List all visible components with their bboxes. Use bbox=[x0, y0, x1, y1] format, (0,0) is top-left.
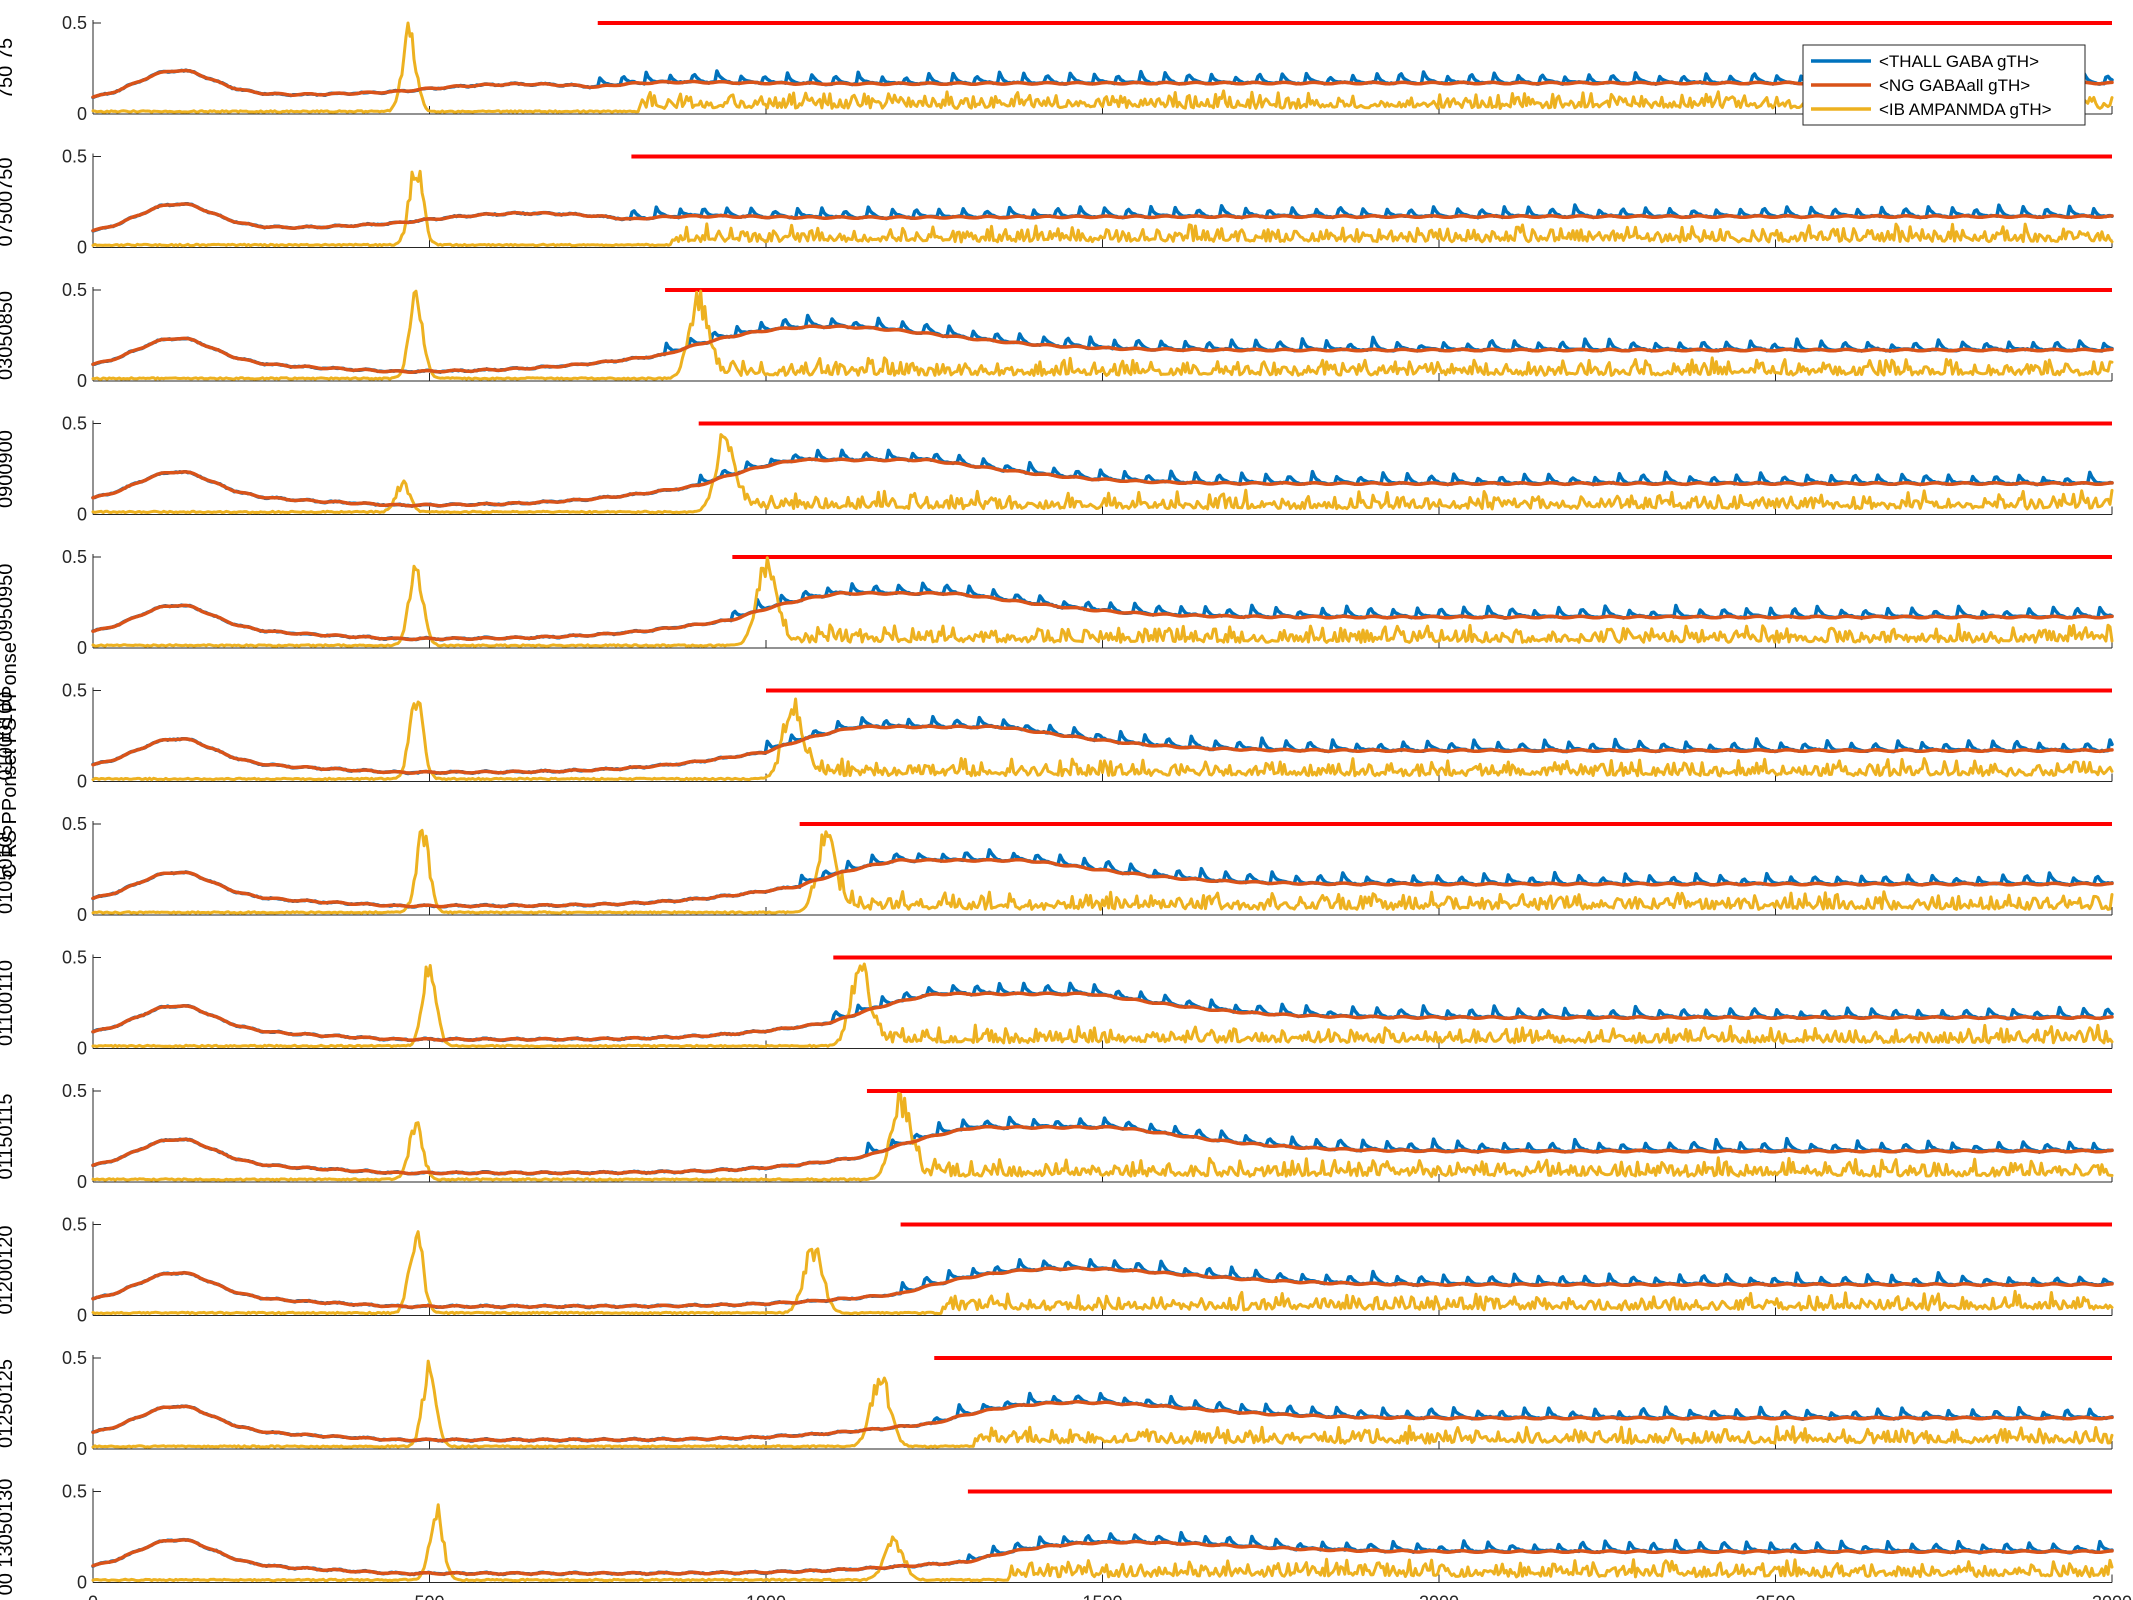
y-tick-label: 0.5 bbox=[62, 13, 87, 33]
panel-6: 0 0.5 01000100 bbox=[0, 681, 2114, 792]
x-tick-label: 500 bbox=[414, 1593, 444, 1600]
panel-ylabel: 01000100 bbox=[0, 692, 17, 781]
x-tick-label: 1000 bbox=[746, 1593, 786, 1600]
legend: <THALL GABA gTH> <NG GABAall gTH> <IB AMPA… bbox=[1802, 44, 2086, 126]
panel-11: 0 0.5 01250125 bbox=[0, 1348, 2114, 1459]
series-ib-ampanmda bbox=[91, 1091, 2114, 1182]
y-tick-label: 0.5 bbox=[62, 681, 87, 701]
series-ng-gabaall bbox=[91, 724, 2114, 775]
series-ng-gabaall bbox=[91, 857, 2114, 909]
series-ib-ampanmda bbox=[91, 433, 2114, 515]
series-ng-gabaall bbox=[91, 991, 2114, 1042]
y-tick-label: 0.5 bbox=[62, 147, 87, 167]
y-tick-label: 0 bbox=[77, 104, 87, 124]
y-tick-label: 0.5 bbox=[62, 280, 87, 300]
panel-ylabel: 0950950 bbox=[0, 564, 17, 642]
legend-box bbox=[1802, 44, 2086, 126]
series-ng-gabaall bbox=[91, 1400, 2114, 1443]
y-tick-label: 0.5 bbox=[62, 1482, 87, 1502]
y-tick-label: 0 bbox=[77, 638, 87, 658]
legend-entry: <THALL GABA gTH> bbox=[1879, 52, 2039, 71]
series-ng-gabaall bbox=[91, 1124, 2114, 1176]
panel-ylabel: 07500750 bbox=[0, 158, 17, 247]
panel-4: 0 0.5 0900900 bbox=[0, 414, 2114, 525]
panel-10: 0 0.5 01200120 bbox=[0, 1215, 2114, 1326]
panel-ylabel: 01200120 bbox=[0, 1226, 17, 1315]
series-ib-ampanmda bbox=[91, 962, 2114, 1049]
y-tick-label: 0.5 bbox=[62, 1081, 87, 1101]
y-tick-label: 0.5 bbox=[62, 547, 87, 567]
panel-ylabel: 01050105 bbox=[0, 825, 17, 914]
y-tick-label: 0 bbox=[77, 1439, 87, 1459]
series-ib-ampanmda bbox=[91, 556, 2114, 648]
panel-12: 0 0.5 00 13050130 bbox=[0, 1479, 2114, 1596]
panel-ylabel: 03050850 bbox=[0, 291, 17, 380]
series-ib-ampanmda bbox=[91, 1230, 2114, 1316]
panel-ylabel: 01150115 bbox=[0, 1093, 17, 1179]
y-tick-label: 0 bbox=[77, 238, 87, 258]
figure-ylabel: C RS PPonset FS PPonse bbox=[0, 642, 21, 878]
series-thall-gaba bbox=[91, 848, 2114, 909]
panel-ylabel: 00 13050130 bbox=[0, 1479, 17, 1596]
series-ng-gabaall bbox=[91, 590, 2114, 642]
y-tick-label: 0.5 bbox=[62, 1348, 87, 1368]
y-tick-label: 0 bbox=[77, 1306, 87, 1326]
panel-5: 0 0.5 0950950 bbox=[0, 547, 2114, 658]
series-thall-gaba bbox=[91, 313, 2114, 375]
y-tick-label: 0 bbox=[77, 1039, 87, 1059]
y-tick-label: 0 bbox=[77, 505, 87, 525]
legend-entry: <IB AMPANMDA gTH> bbox=[1879, 100, 2052, 119]
series-ib-ampanmda bbox=[91, 697, 2114, 782]
series-ib-ampanmda bbox=[91, 1503, 2114, 1583]
x-tick-label: 0 bbox=[88, 1593, 98, 1600]
series-ng-gabaall bbox=[91, 202, 2114, 233]
y-tick-label: 0 bbox=[77, 772, 87, 792]
series-ng-gabaall bbox=[91, 324, 2114, 374]
y-tick-label: 0.5 bbox=[62, 948, 87, 968]
legend-entry: <NG GABAall gTH> bbox=[1879, 76, 2030, 95]
series-ib-ampanmda bbox=[91, 1359, 2114, 1449]
panel-ylabel: 750 75 bbox=[0, 38, 17, 99]
series-ng-gabaall bbox=[91, 1538, 2114, 1576]
panel-ylabel: 01100110 bbox=[0, 960, 17, 1046]
series-ng-gabaall bbox=[91, 457, 2114, 508]
panel-ylabel: 0900900 bbox=[0, 430, 17, 508]
panel-2: 0 0.5 07500750 bbox=[0, 147, 2114, 258]
series-ng-gabaall bbox=[91, 1266, 2114, 1309]
panel-1: 0 0.5 750 75 bbox=[0, 13, 2114, 124]
y-tick-label: 0 bbox=[77, 371, 87, 391]
y-tick-label: 0.5 bbox=[62, 1215, 87, 1235]
panel-9: 0 0.5 01150115 bbox=[0, 1081, 2114, 1192]
y-tick-label: 0.5 bbox=[62, 814, 87, 834]
panels-group: 0 0.5 750 75 0 0.5 07500750 0 0.5 03050850 0 0.5 09… bbox=[0, 13, 2114, 1596]
y-tick-label: 0 bbox=[77, 1573, 87, 1593]
series-ib-ampanmda bbox=[91, 828, 2114, 915]
series-ib-ampanmda bbox=[91, 169, 2114, 248]
series-ng-gabaall bbox=[91, 68, 2114, 99]
y-tick-label: 0 bbox=[77, 1172, 87, 1192]
panel-8: 0 0.5 01100110 bbox=[0, 948, 2114, 1059]
series-ib-ampanmda bbox=[91, 289, 2114, 381]
x-tick-label: 3000 bbox=[2092, 1593, 2132, 1600]
panel-ylabel: 01250125 bbox=[0, 1359, 17, 1448]
panel-3: 0 0.5 03050850 bbox=[0, 280, 2114, 391]
series-ib-ampanmda bbox=[91, 21, 2114, 114]
y-tick-label: 0.5 bbox=[62, 414, 87, 434]
panel-7: 0 0.5 01050105 bbox=[0, 814, 2114, 925]
y-tick-label: 0 bbox=[77, 905, 87, 925]
